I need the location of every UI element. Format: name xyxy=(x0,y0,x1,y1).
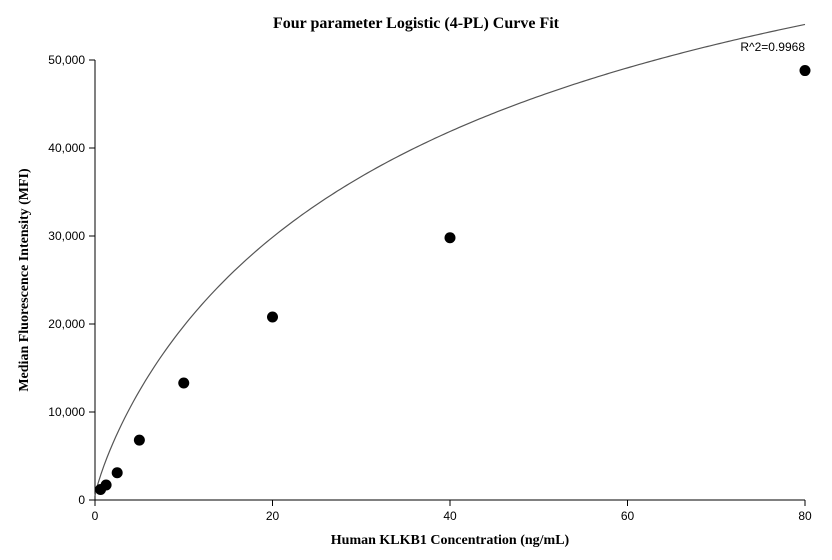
y-tick-label: 10,000 xyxy=(48,405,85,419)
r-squared-label: R^2=0.9968 xyxy=(740,40,805,54)
y-tick-label: 20,000 xyxy=(48,317,85,331)
x-tick-label: 0 xyxy=(92,509,99,523)
chart-title: Four parameter Logistic (4-PL) Curve Fit xyxy=(273,15,560,32)
data-point xyxy=(112,467,123,478)
y-tick-label: 40,000 xyxy=(48,141,85,155)
x-tick-label: 40 xyxy=(443,509,457,523)
plot-background xyxy=(0,0,832,560)
y-tick-label: 50,000 xyxy=(48,53,85,67)
y-tick-label: 0 xyxy=(78,493,85,507)
x-axis-label: Human KLKB1 Concentration (ng/mL) xyxy=(331,533,570,548)
x-tick-label: 80 xyxy=(798,509,812,523)
data-point xyxy=(800,65,811,76)
y-axis-label: Median Fluorescence Intensity (MFI) xyxy=(17,168,32,392)
chart-svg: Four parameter Logistic (4-PL) Curve Fit… xyxy=(0,0,832,560)
data-point xyxy=(178,377,189,388)
data-point xyxy=(101,480,112,491)
y-tick-label: 30,000 xyxy=(48,229,85,243)
data-point xyxy=(445,232,456,243)
x-tick-label: 20 xyxy=(266,509,280,523)
data-point xyxy=(134,435,145,446)
data-point xyxy=(267,311,278,322)
x-tick-label: 60 xyxy=(621,509,635,523)
chart-container: Four parameter Logistic (4-PL) Curve Fit… xyxy=(0,0,832,560)
